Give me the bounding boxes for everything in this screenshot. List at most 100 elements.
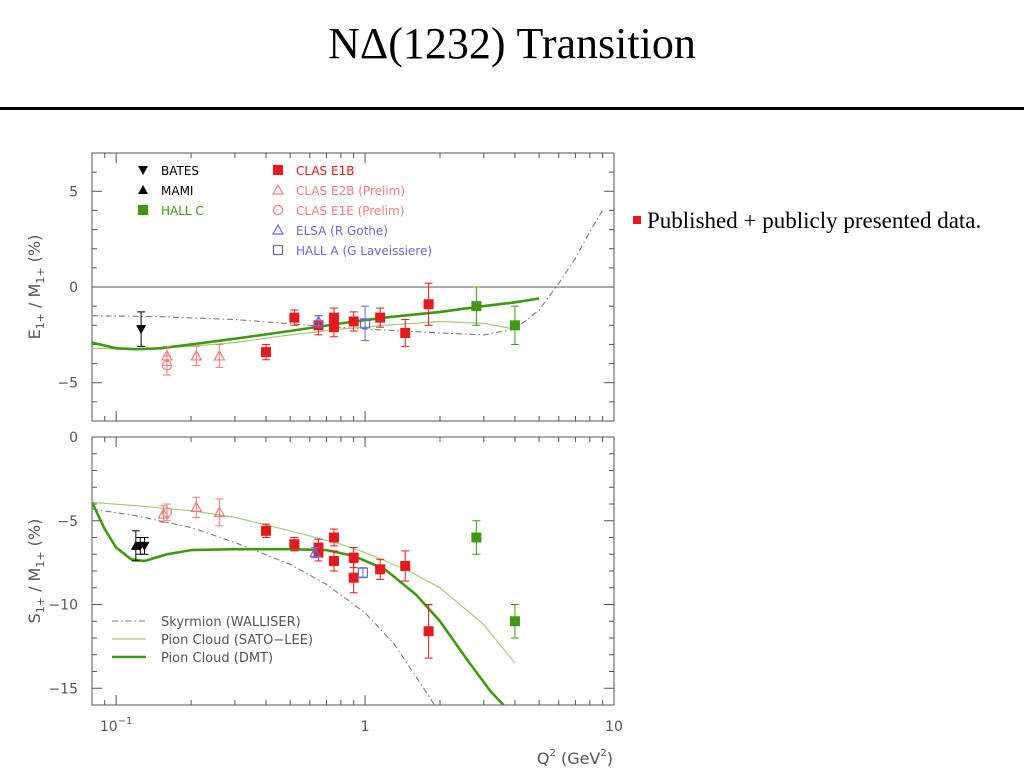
legend-marker <box>271 223 285 235</box>
y-label-sub: 1+ <box>34 597 47 613</box>
legend-item: ELSA (R Gothe) <box>271 223 388 238</box>
data-point <box>328 322 339 333</box>
y-label-mid: / M <box>25 284 44 313</box>
data-point <box>348 316 359 327</box>
y-label-main: E <box>25 329 44 339</box>
legend-item: CLAS E1E (Prelim) <box>272 204 404 218</box>
legend-item: CLAS E2B (Prelim) <box>271 183 405 198</box>
data-point <box>375 564 386 575</box>
data-point <box>309 546 322 558</box>
x-label-main: Q <box>537 749 550 768</box>
data-point <box>213 349 226 361</box>
x-tick-base: 10 <box>100 719 118 735</box>
x-tick-label: 10 <box>605 719 623 735</box>
legend-label: HALL A (G Laveissiere) <box>296 244 432 258</box>
data-point <box>423 299 434 310</box>
title-divider <box>0 107 1024 110</box>
legend-label: HALL C <box>161 204 204 218</box>
y-tick-label: 0 <box>69 430 78 446</box>
data-point <box>261 347 271 358</box>
y-label-mid: / M <box>25 568 44 597</box>
legend-label: CLAS E1B <box>296 164 354 178</box>
data-point <box>139 541 150 551</box>
x-label-sup: 2 <box>549 748 555 759</box>
curve-thick <box>92 297 540 351</box>
y-label-end: (%) <box>25 519 44 552</box>
y-label-sub: 1+ <box>34 267 47 283</box>
data-point <box>312 315 325 327</box>
data-point <box>375 312 386 323</box>
y-tick-label: 5 <box>69 184 78 200</box>
data-point <box>161 360 173 371</box>
legend-item: Pion Cloud (SATO−LEE) <box>112 633 313 648</box>
bullet-square-icon <box>633 216 641 224</box>
x-axis-label: Q2 (GeV2) <box>537 748 613 768</box>
legend-label: MAMI <box>161 184 193 198</box>
data-point <box>328 532 339 543</box>
y-tick-label: −15 <box>48 681 78 697</box>
legend-item: MAMI <box>138 184 193 198</box>
data-point <box>357 567 368 578</box>
data-point <box>348 552 359 563</box>
y-label-main: S <box>25 613 44 623</box>
x-label-end: ) <box>607 749 613 768</box>
y-axis-label: E1+ / M1+ (%) <box>25 235 47 340</box>
data-point <box>509 616 520 627</box>
legend-item: Pion Cloud (DMT) <box>112 651 273 666</box>
y-axis-label: S1+ / M1+ (%) <box>25 519 47 624</box>
data-point <box>348 572 359 583</box>
x-tick-exponent: −1 <box>118 716 133 727</box>
legend-marker <box>272 244 284 256</box>
data-point <box>190 349 203 361</box>
legend-label: CLAS E2B (Prelim) <box>296 184 405 198</box>
x-tick-label: 1 <box>361 719 370 735</box>
x-tick-label: 10−1 <box>100 716 133 735</box>
y-label-end: (%) <box>25 235 44 268</box>
data-point <box>328 555 339 566</box>
legend-marker <box>271 183 285 195</box>
data-point <box>136 325 147 335</box>
legend-marker <box>138 205 148 215</box>
data-point <box>190 501 203 512</box>
data-point <box>400 560 411 571</box>
curve-dashdot <box>92 210 604 336</box>
data-point <box>130 540 141 550</box>
legend-item: CLAS E1B <box>273 164 354 178</box>
legend-marker <box>138 185 148 194</box>
bullet-text: Published + publicly presented data. <box>647 208 982 233</box>
x-label-sup: 2 <box>600 748 606 759</box>
legend-item: HALL C <box>138 204 204 218</box>
curve-dashdot <box>92 508 435 705</box>
data-point <box>509 320 520 331</box>
data-point <box>261 525 271 536</box>
data-point <box>157 507 170 519</box>
legend-label: BATES <box>161 164 199 178</box>
data-point <box>400 327 411 338</box>
slide-title: NΔ(1232) Transition <box>328 19 696 68</box>
curve-thin <box>92 501 516 664</box>
y-tick-label: −10 <box>48 598 78 614</box>
y-label-sub: 1+ <box>34 313 47 329</box>
legend-marker <box>138 166 148 175</box>
legend-item: BATES <box>138 164 199 178</box>
legend-item: Skyrmion (WALLISER) <box>112 615 301 630</box>
data-point <box>423 626 434 637</box>
legend-marker <box>273 165 283 175</box>
legend-label: Pion Cloud (DMT) <box>161 651 273 666</box>
data-point <box>213 506 226 517</box>
legend-label: CLAS E1E (Prelim) <box>296 204 404 218</box>
y-label-sub: 1+ <box>34 551 47 567</box>
curve-thin <box>92 320 516 350</box>
data-point <box>161 507 173 518</box>
legend-label: ELSA (R Gothe) <box>296 224 388 238</box>
legend-marker <box>272 204 284 216</box>
legend-label: Pion Cloud (SATO−LEE) <box>161 633 313 648</box>
legend-label: Skyrmion (WALLISER) <box>161 615 301 630</box>
y-tick-label: −5 <box>57 514 78 530</box>
bullet-item: Published + publicly presented data. <box>633 205 1018 237</box>
data-point <box>359 318 371 329</box>
data-point <box>289 312 300 323</box>
